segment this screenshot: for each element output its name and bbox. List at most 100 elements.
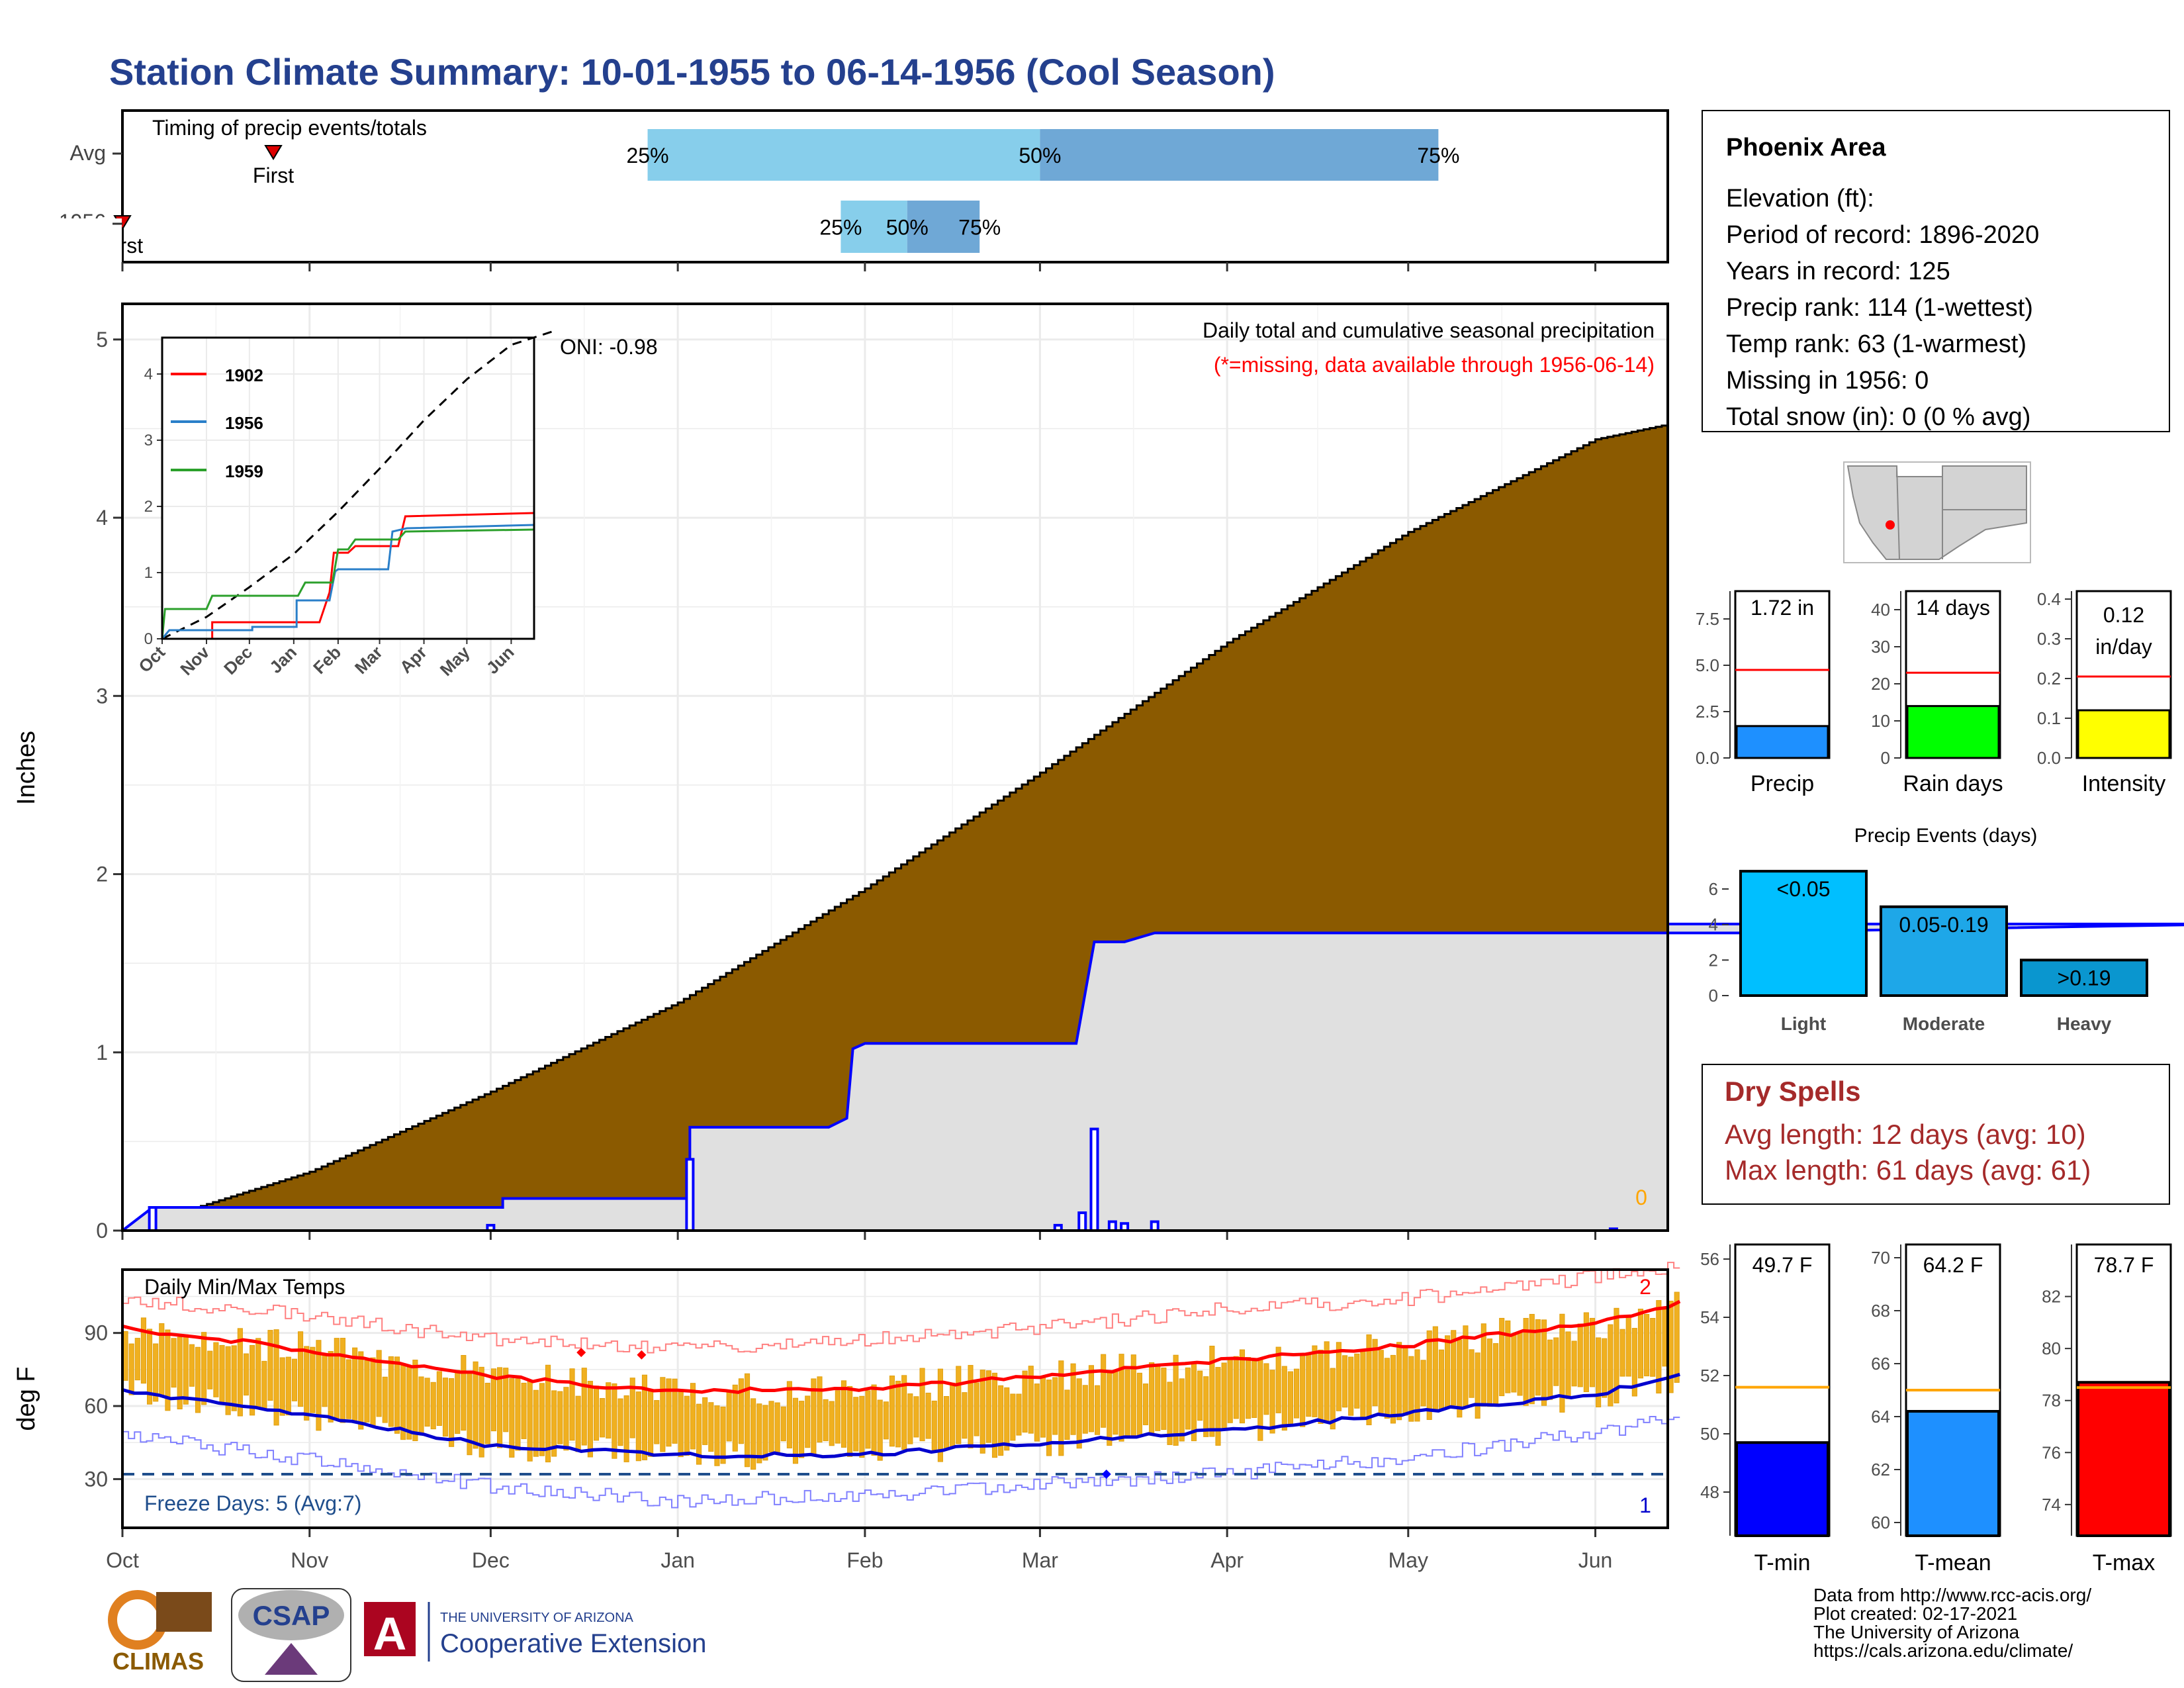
temp-daily-bar-48 (412, 1360, 418, 1442)
temp-daily-bar-106 (762, 1405, 768, 1461)
events-bar-moderate (1880, 905, 2008, 997)
precip-y-tick-label-0: 0 (96, 1219, 108, 1243)
temp-daily-bar-117 (829, 1401, 835, 1446)
temp-daily-bar-173 (1167, 1382, 1173, 1445)
tgauge-2-tick-label-76: 76 (2042, 1442, 2061, 1462)
temp-daily-bar-158 (1076, 1378, 1082, 1449)
temp-daily-bar-180 (1209, 1345, 1215, 1437)
timing-avg-first-label: First (253, 164, 294, 187)
temp-daily-bar-87 (648, 1391, 654, 1457)
month-label-Nov: Nov (291, 1548, 328, 1572)
inset-frame (161, 336, 535, 640)
temp-daily-bar-209 (1384, 1358, 1390, 1419)
temp-daily-bar-79 (600, 1398, 606, 1438)
station-line-precip-rank: Precip rank: 114 (1-wettest) (1726, 294, 2033, 322)
tgauge-0-value-label: 49.7 F (1752, 1253, 1813, 1277)
temp-daily-bar-144 (991, 1372, 998, 1458)
legend-1956-label: 1956 (225, 413, 263, 433)
csap-mountain (265, 1643, 318, 1675)
credit-line-4: https://cals.arizona.edu/climate/ (1813, 1640, 2073, 1661)
temp-daily-bar-239 (1565, 1331, 1571, 1399)
freeze-days-label: Freeze Days: 5 (Avg:7) (144, 1491, 361, 1515)
tgauge-1-tick-label-70: 70 (1871, 1248, 1890, 1268)
temp-daily-bar-196 (1306, 1354, 1312, 1417)
temp-daily-bar-198 (1318, 1349, 1324, 1424)
temp-daily-bar-178 (1197, 1370, 1203, 1421)
temp-daily-bar-90 (666, 1378, 672, 1447)
temp-daily-bar-81 (612, 1383, 617, 1459)
map-states (1846, 465, 2027, 560)
temp-daily-bar-23 (261, 1360, 267, 1409)
temp-daily-bar-146 (1004, 1387, 1010, 1451)
temp-daily-bar-27 (285, 1356, 291, 1416)
temp-daily-bar-245 (1602, 1338, 1608, 1398)
credits: Data from http://www.rcc-acis.org/ Plot … (1813, 1585, 2091, 1661)
temp-y-axis-label: deg F (13, 1366, 40, 1430)
tgauge-2-bar (2077, 1381, 2171, 1538)
station-line-period: Period of record: 1896-2020 (1726, 221, 2039, 249)
oni-label: ONI: -0.98 (560, 335, 658, 359)
ua-logo: A THE UNIVERSITY OF ARIZONA Cooperative … (364, 1602, 706, 1662)
temp-daily-bar-205 (1360, 1350, 1366, 1419)
temp-daily-bar-227 (1492, 1343, 1499, 1404)
temp-daily-bar-156 (1064, 1389, 1070, 1440)
temp-daily-bar-88 (654, 1400, 660, 1444)
temp-daily-bar-181 (1215, 1367, 1221, 1446)
gauge-0-tick-label-0: 0.0 (1696, 748, 1719, 768)
dry-spells-avg: Avg length: 12 days (avg: 10) (1725, 1119, 2086, 1150)
temp-daily-bar-103 (744, 1373, 751, 1468)
dry-spells-max: Max length: 61 days (avg: 61) (1725, 1154, 2091, 1186)
temp-daily-bar-0 (122, 1331, 128, 1381)
temp-marks: 30 60 90 Oct Nov Dec Jan Feb Mar Apr May Jun (84, 1262, 1681, 1572)
timing-avg-first-marker (264, 145, 283, 160)
timing-panel: Timing of precip events/totals Avg 1956 … (0, 109, 2105, 271)
temp-daily-bar-123 (865, 1390, 871, 1449)
temp-daily-bar-61 (490, 1368, 497, 1432)
temp-daily-bar-221 (1457, 1339, 1463, 1418)
tgauge-1-value-label: 64.2 F (1923, 1253, 1983, 1277)
credit-line-2: Plot created: 02-17-2021 (1813, 1603, 2017, 1624)
daily-precip-bar-8 (1150, 1220, 1160, 1232)
temp-daily-bar-248 (1619, 1329, 1625, 1377)
temp-daily-bar-55 (455, 1370, 461, 1434)
temp-daily-bar-175 (1179, 1378, 1185, 1442)
temp-daily-bar-168 (1136, 1372, 1142, 1436)
tgauge-0-tick-label-50: 50 (1700, 1424, 1719, 1444)
precip-y-tick-label-4: 4 (96, 506, 108, 530)
gauge-1-tick-label-4: 40 (1871, 600, 1890, 620)
timing-left-mask (0, 218, 122, 265)
inset-background (162, 338, 534, 639)
temp-daily-bar-125 (877, 1399, 883, 1461)
temp-daily-bar-71 (551, 1390, 557, 1457)
temp-daily-bar-214 (1414, 1349, 1420, 1422)
temp-daily-bar-51 (430, 1382, 436, 1430)
temp-daily-bar-118 (835, 1390, 841, 1444)
temp-daily-bar-182 (1221, 1362, 1227, 1429)
temp-daily-bar-237 (1553, 1337, 1559, 1386)
timing-avg-q75-label: 75% (1417, 144, 1459, 167)
temp-daily-bar-243 (1589, 1317, 1596, 1387)
temp-daily-bar-8 (171, 1338, 177, 1388)
timing-cur-q75-label: 75% (958, 216, 1001, 240)
precip-marks: 0 1 2 3 4 5 (96, 328, 2184, 1243)
temp-daily-bar-72 (557, 1391, 563, 1444)
temp-y-tick-label-30: 30 (84, 1467, 108, 1491)
events-tick-label-0: 0 (1709, 986, 1718, 1006)
events-category-2: Heavy (2057, 1013, 2112, 1034)
temp-daily-bar-99 (720, 1406, 726, 1464)
temp-daily-bar-74 (569, 1368, 575, 1441)
temp-daily-bar-159 (1082, 1385, 1088, 1434)
temp-daily-bar-37 (345, 1359, 352, 1419)
temp-daily-bar-101 (732, 1384, 738, 1452)
temp-daily-bar-41 (370, 1357, 376, 1428)
logos: CLIMAS CSAP A THE UNIVERSITY OF ARIZONA … (108, 1588, 706, 1682)
gauge-0-tick-label-3: 7.5 (1696, 609, 1719, 629)
temp-daily-bar-190 (1269, 1370, 1275, 1434)
month-label-Jan: Jan (660, 1548, 695, 1572)
temp-y-tick-label-60: 60 (84, 1394, 108, 1418)
inset-y-tick-label-1: 1 (144, 564, 153, 582)
temp-daily-bar-229 (1505, 1320, 1511, 1393)
temp-daily-bar-231 (1517, 1331, 1523, 1396)
tgauge-0-tick-label-54: 54 (1700, 1307, 1719, 1327)
